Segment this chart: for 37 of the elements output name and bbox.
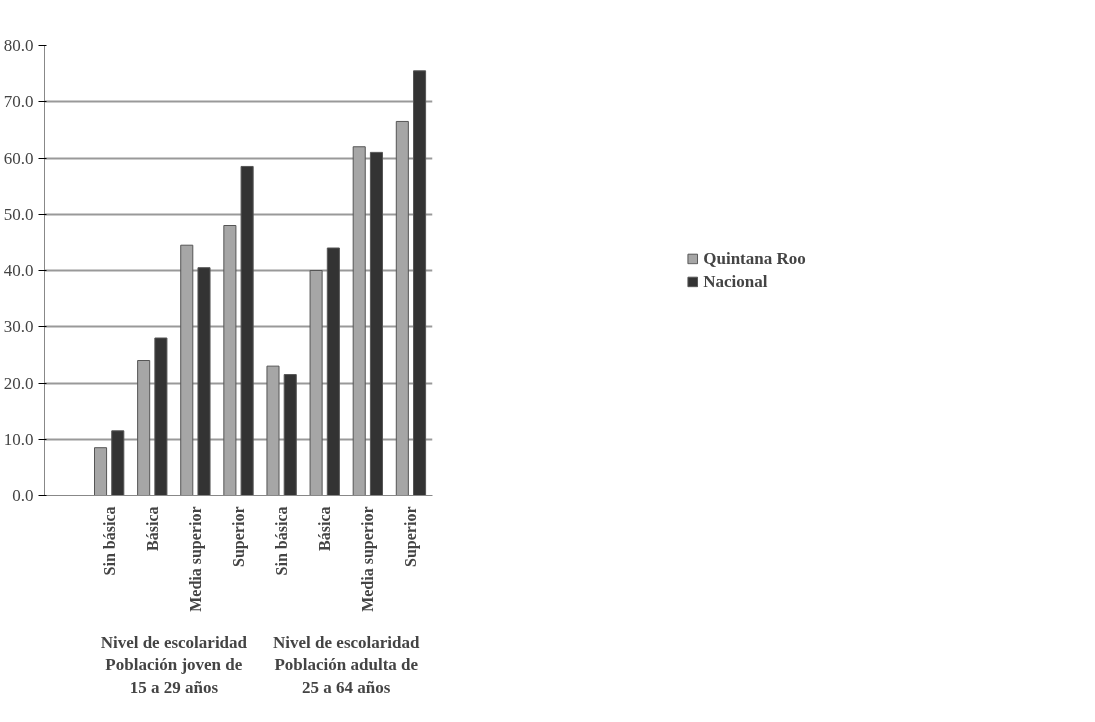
y-tick-label: 60.0	[3, 148, 34, 168]
bar	[197, 267, 211, 496]
x-tick-label: Sin básica	[273, 506, 291, 576]
y-tick-label: 0.0	[12, 486, 34, 505]
bar	[309, 270, 323, 496]
y-tick-label: 50.0	[3, 204, 34, 224]
y-tick-label: 40.0	[3, 261, 34, 280]
bar	[240, 165, 254, 496]
x-tick-label: Media superior	[186, 506, 205, 612]
x-tick-label: Básica	[316, 506, 334, 551]
bar	[326, 247, 340, 496]
y-tick-label: 70.0	[3, 92, 34, 112]
bar	[283, 374, 297, 496]
bar	[266, 365, 280, 496]
x-tick-label: Superior	[402, 506, 421, 567]
y-tick-label: 10.0	[3, 429, 34, 449]
bar	[413, 70, 427, 496]
text: Nivel de escolaridad Población joven de 15 a 29 años	[100, 632, 248, 698]
bar	[223, 225, 237, 496]
text: Nivel de escolaridad Población adulta de 25 a 64 años	[273, 632, 421, 698]
bar	[137, 360, 151, 496]
x-tick-label: Sin básica	[100, 506, 118, 576]
y-tick-label: 20.0	[3, 373, 34, 393]
bar	[111, 430, 125, 496]
bar	[352, 146, 366, 496]
y-tick-label: 30.0	[3, 317, 34, 337]
y-tick-label: 80.0	[3, 36, 34, 55]
bar	[154, 337, 168, 496]
bar	[94, 447, 108, 496]
bar	[180, 244, 194, 496]
x-tick-label: Media superior	[359, 506, 378, 612]
x-tick-label: Superior	[230, 506, 248, 567]
x-tick-label: Básica	[143, 506, 161, 551]
bar	[369, 151, 383, 496]
legend-label: Quintana Roo	[703, 248, 806, 269]
bar	[395, 120, 409, 496]
legend-label: Nacional	[703, 271, 768, 292]
